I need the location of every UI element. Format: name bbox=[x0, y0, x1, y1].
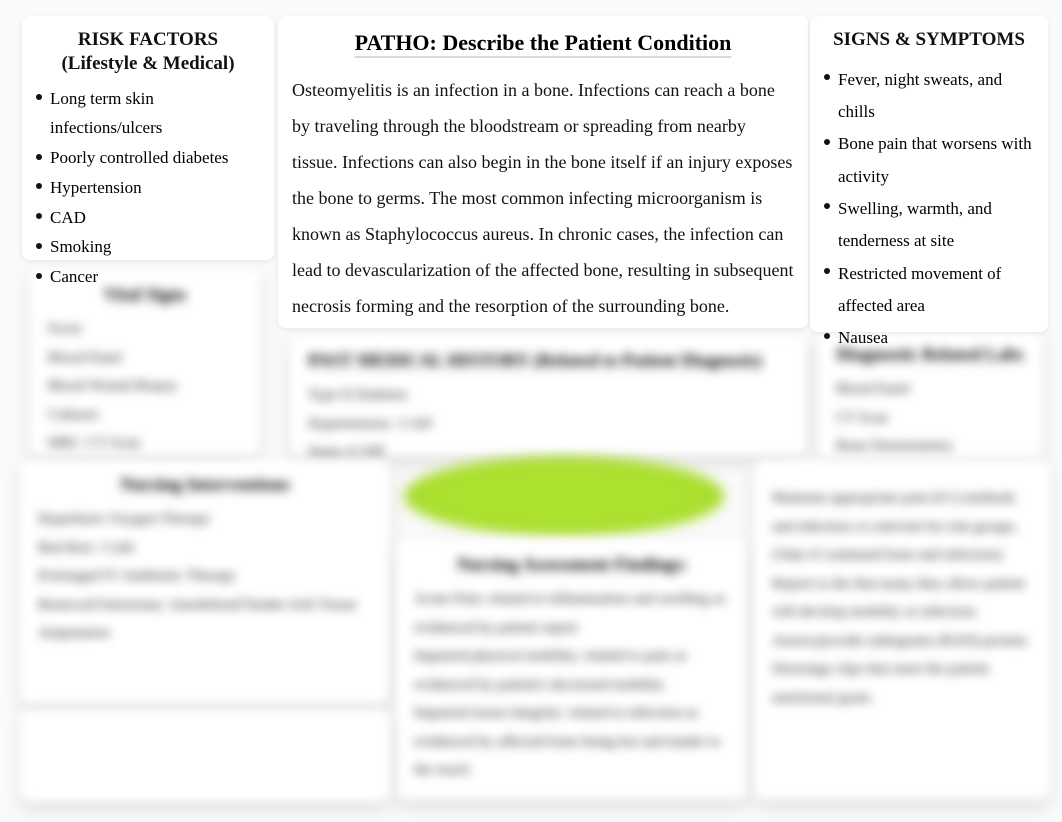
blurred-line: Report to the that many they allow patie… bbox=[772, 570, 1032, 627]
blurred-diagnoses-title: Nursing Assessment Findings: bbox=[414, 554, 730, 575]
blurred-education-panel: Maintain appropriate pain (6/1) methods … bbox=[754, 460, 1050, 800]
risk-item: Smoking bbox=[36, 232, 260, 262]
signs-item: Bone pain that worsens with activity bbox=[824, 128, 1034, 193]
blurred-line: Removal/Osteotomy: Amobilized/Tender Sof… bbox=[38, 591, 372, 620]
blurred-line: Bed Rest / Cold bbox=[38, 534, 372, 563]
risk-title: RISK FACTORS (Lifestyle & Medical) bbox=[32, 24, 264, 84]
blurred-line: Prolonged IV Antibiotic Therapy bbox=[38, 562, 372, 591]
risk-item: Cancer bbox=[36, 262, 260, 292]
blurred-bottom-left-panel bbox=[20, 710, 390, 802]
blurred-line: Impaired tissue integrity: related to in… bbox=[414, 699, 730, 785]
signs-item: Swelling, warmth, and tenderness at site bbox=[824, 193, 1034, 258]
risk-title-sub: (Lifestyle & Medical) bbox=[32, 52, 264, 76]
blurred-line: Stage 4 CHF bbox=[308, 438, 788, 456]
blurred-line: MRI / CT Scan bbox=[48, 429, 242, 456]
blurred-line: Blood Panel bbox=[48, 344, 242, 373]
blurred-line: Blood Wound Biopsy bbox=[48, 372, 242, 401]
risk-item: Hypertension bbox=[36, 173, 260, 203]
blurred-history-title: PAST MEDICAL HISTORY (Related to Patient… bbox=[308, 350, 788, 371]
highlight-ellipse bbox=[404, 456, 724, 536]
blurred-line: Impaired physical mobility: related to p… bbox=[414, 642, 730, 699]
blurred-line: Amputation bbox=[38, 619, 372, 648]
blurred-line: Dressings clips that meet the patient nu… bbox=[772, 655, 1032, 712]
patho-panel: PATHO: Describe the Patient Condition Os… bbox=[278, 16, 808, 328]
risk-item: CAD bbox=[36, 203, 260, 233]
blurred-line: Maintain appropriate pain (6/1) methods … bbox=[772, 484, 1032, 570]
blurred-history-panel: PAST MEDICAL HISTORY (Related to Patient… bbox=[290, 336, 806, 456]
patho-body: Osteomyelitis is an infection in a bone.… bbox=[288, 68, 798, 334]
signs-item: Nausea bbox=[824, 322, 1034, 354]
blurred-line: Fever bbox=[48, 315, 242, 344]
signs-panel: SIGNS & SYMPTOMS Fever, night sweats, an… bbox=[810, 16, 1048, 332]
blurred-interventions-panel: Nursing Interventions Hyperbaric Oxygen … bbox=[20, 460, 390, 704]
blurred-line: Hypertension / CAD bbox=[308, 410, 788, 439]
blurred-line: Type II Diabetes bbox=[308, 381, 788, 410]
risk-item: Long term skin infections/ulcers bbox=[36, 84, 260, 144]
blurred-line: Bone Densitometry bbox=[836, 432, 1024, 460]
blurred-line: Assess/provide radiograms (RAD) protein. bbox=[772, 627, 1032, 656]
blurred-line: Blood Panel bbox=[836, 375, 1024, 404]
signs-title: SIGNS & SYMPTOMS bbox=[820, 24, 1038, 64]
blurred-line: CT Scan bbox=[836, 404, 1024, 433]
blurred-line: Hyperbaric Oxygen Therapy bbox=[38, 505, 372, 534]
blurred-diagnoses-panel: Nursing Assessment Findings: Acute Pain:… bbox=[396, 540, 748, 800]
blurred-vitals-panel: Vital Signs Fever Blood Panel Blood Woun… bbox=[30, 270, 260, 456]
risk-factors-panel: RISK FACTORS (Lifestyle & Medical) Long … bbox=[22, 16, 274, 260]
blurred-line: Acute Pain: related to inflammation and … bbox=[414, 585, 730, 642]
risk-item: Poorly controlled diabetes bbox=[36, 143, 260, 173]
signs-list: Fever, night sweats, and chills Bone pai… bbox=[820, 64, 1038, 355]
signs-item: Restricted movement of affected area bbox=[824, 258, 1034, 323]
blurred-interventions-title: Nursing Interventions bbox=[38, 474, 372, 495]
risk-list: Long term skin infections/ulcers Poorly … bbox=[32, 84, 264, 292]
risk-title-main: RISK FACTORS bbox=[78, 29, 218, 50]
signs-item: Fever, night sweats, and chills bbox=[824, 64, 1034, 129]
patho-title: PATHO: Describe the Patient Condition bbox=[288, 24, 798, 68]
blurred-line: Cultures bbox=[48, 401, 242, 430]
